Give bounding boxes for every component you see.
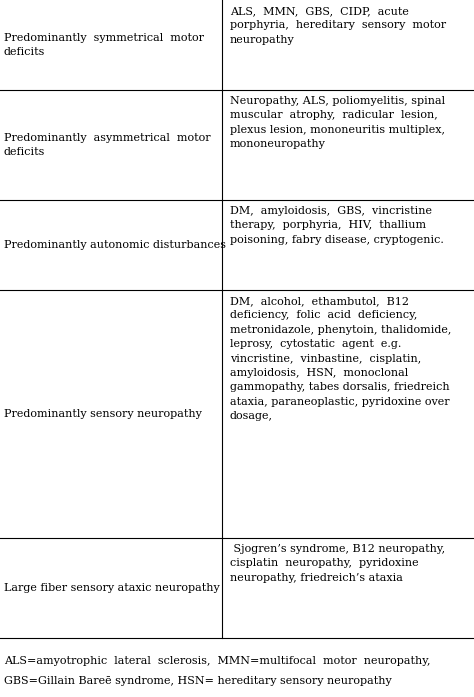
Text: Neuropathy, ALS, poliomyelitis, spinal
muscular  atrophy,  radicular  lesion,
pl: Neuropathy, ALS, poliomyelitis, spinal m… <box>230 96 445 149</box>
Text: DM,  alcohol,  ethambutol,  B12
deficiency,  folic  acid  deficiency,
metronidaz: DM, alcohol, ethambutol, B12 deficiency,… <box>230 296 451 421</box>
Text: ALS,  MMN,  GBS,  CIDP,  acute
porphyria,  hereditary  sensory  motor
neuropathy: ALS, MMN, GBS, CIDP, acute porphyria, he… <box>230 6 446 45</box>
Text: ALS=amyotrophic  lateral  sclerosis,  MMN=multifocal  motor  neuropathy,: ALS=amyotrophic lateral sclerosis, MMN=m… <box>4 656 430 666</box>
Text: GBS=Gillain Bareē syndrome, HSN= hereditary sensory neuropathy: GBS=Gillain Bareē syndrome, HSN= heredit… <box>4 676 392 686</box>
Text: Predominantly  asymmetrical  motor
deficits: Predominantly asymmetrical motor deficit… <box>4 133 210 158</box>
Text: Sjogren’s syndrome, B12 neuropathy,
cisplatin  neuropathy,  pyridoxine
neuropath: Sjogren’s syndrome, B12 neuropathy, cisp… <box>230 544 445 583</box>
Text: Predominantly  symmetrical  motor
deficits: Predominantly symmetrical motor deficits <box>4 33 204 57</box>
Text: Large fiber sensory ataxic neuropathy: Large fiber sensory ataxic neuropathy <box>4 583 220 593</box>
Text: Predominantly autonomic disturbances: Predominantly autonomic disturbances <box>4 240 226 250</box>
Text: DM,  amyloidosis,  GBS,  vincristine
therapy,  porphyria,  HIV,  thallium
poison: DM, amyloidosis, GBS, vincristine therap… <box>230 206 444 245</box>
Text: Predominantly sensory neuropathy: Predominantly sensory neuropathy <box>4 409 202 419</box>
